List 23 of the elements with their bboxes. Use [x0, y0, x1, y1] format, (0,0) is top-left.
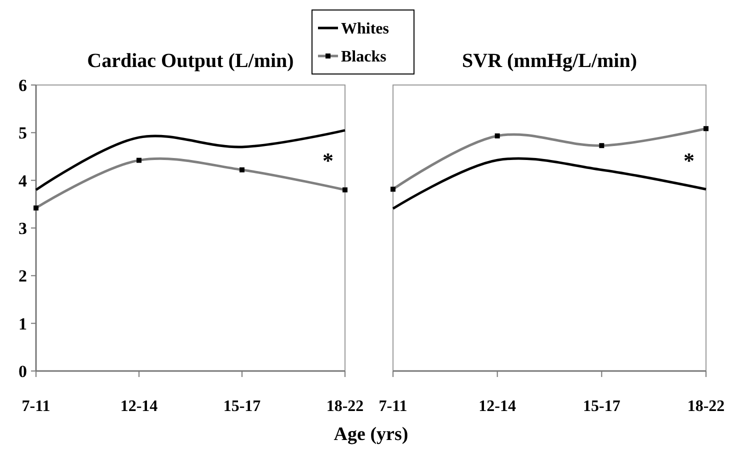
annotation: * [322, 148, 334, 173]
y-tick-label: 5 [18, 124, 27, 143]
x-axis-title: Age (yrs) [334, 424, 408, 445]
legend-label: Blacks [341, 48, 386, 66]
y-tick-label: 6 [18, 76, 27, 95]
y-tick-label: 1 [18, 314, 27, 334]
annotation: * [684, 148, 694, 173]
x-tick-label: 12-14 [478, 398, 516, 415]
chart-title: SVR (mmHg/L/min) [462, 50, 637, 72]
x-tick-label: 12-14 [120, 398, 158, 415]
x-tick-label: 18-22 [326, 398, 364, 415]
line-series [34, 129, 346, 192]
x-tick-label: 15-17 [583, 398, 620, 415]
legend-label: Whites [341, 20, 389, 38]
x-tick-label: 15-17 [223, 398, 261, 415]
x-tick-label: 7-11 [22, 398, 50, 415]
y-tick-label: 4 [18, 171, 28, 190]
y-tick-label: 0 [18, 362, 27, 381]
chart-title: Cardiac Output (L/min) [87, 50, 294, 72]
y-tick-label: 3 [18, 218, 27, 238]
y-tick-label: 2 [18, 266, 27, 286]
x-tick-label: 18-22 [687, 398, 725, 415]
x-tick-label: 7-11 [378, 398, 408, 415]
